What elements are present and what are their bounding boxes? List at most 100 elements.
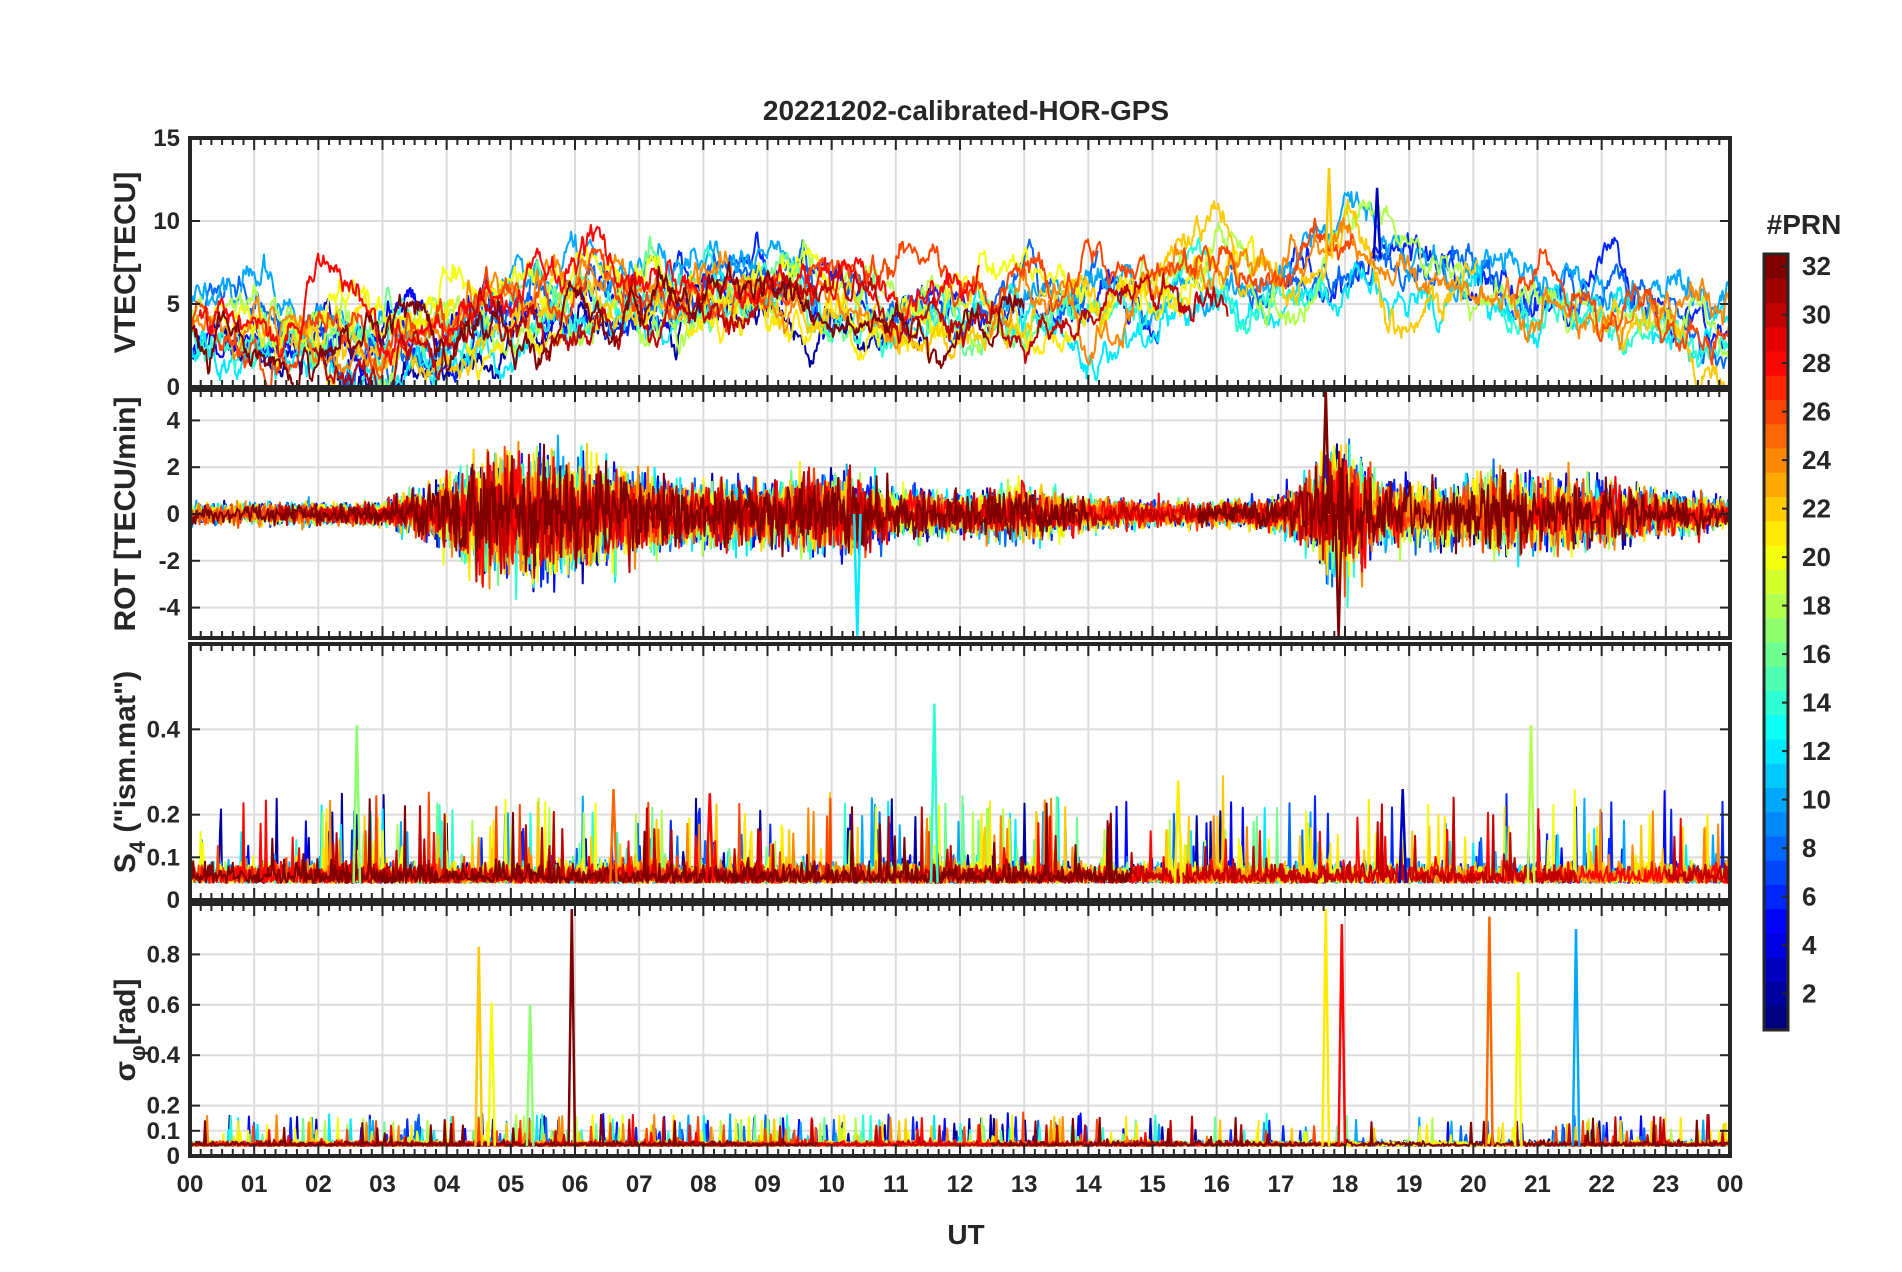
vtec-series-prn24	[988, 217, 1730, 366]
colorbar-swatch	[1764, 908, 1788, 934]
x-tick-label: 00	[177, 1171, 204, 1198]
colorbar-tick-label: 6	[1802, 882, 1816, 912]
s4-y-tick-label: 0.4	[147, 716, 181, 743]
sigphi-peak-3	[567, 908, 577, 1146]
vtec-series-prn12	[912, 261, 1730, 382]
s4-peak-1	[929, 703, 939, 883]
rot-y-tick-label: 0	[167, 501, 180, 528]
colorbar-tick-label: 2	[1802, 979, 1816, 1009]
chart-title: 20221202-calibrated-HOR-GPS	[763, 95, 1169, 126]
sigphi-y-tick-label: 0.2	[147, 1093, 180, 1120]
colorbar-tick-label: 16	[1802, 639, 1831, 669]
sigphi-y-tick-label: 0.8	[147, 941, 180, 968]
colorbar-tick-label: 14	[1802, 688, 1831, 718]
colorbar-tick-label: 26	[1802, 397, 1831, 427]
x-tick-label: 08	[690, 1171, 717, 1198]
x-tick-label: 09	[754, 1171, 781, 1198]
rot-y-axis-label: ROT [TECU/min]	[109, 397, 142, 632]
sigphi-peak-7	[1513, 971, 1523, 1146]
rot-traces	[190, 390, 1730, 638]
s4-peak-0	[352, 725, 362, 883]
x-tick-label: 21	[1524, 1171, 1551, 1198]
colorbar-swatch	[1764, 472, 1788, 497]
colorbar-tick-label: 28	[1802, 348, 1831, 378]
sigphi-y-axis-label: σφ[rad]	[109, 979, 150, 1082]
rot-peak-0	[1321, 390, 1331, 515]
sigphi-peak-5	[1337, 924, 1347, 1146]
rot-y-tick-label: -2	[159, 548, 180, 575]
x-tick-label: 15	[1139, 1171, 1166, 1198]
vtec-series-prn24	[190, 250, 912, 375]
x-tick-label: 05	[497, 1171, 524, 1198]
sigphi-peak-8	[1571, 929, 1581, 1146]
colorbar-swatch	[1764, 375, 1788, 400]
vtec-series-prn32	[190, 261, 1025, 387]
sigphi-peak-4	[1321, 908, 1331, 1146]
colorbar-tick-label: 8	[1802, 833, 1816, 863]
x-tick-label: 01	[241, 1171, 268, 1198]
rot-y-tick-label: -4	[159, 595, 181, 622]
sigphi-traces	[190, 908, 1730, 1147]
vtec-series-prn22	[289, 198, 1479, 387]
vtec-series-prn14	[1495, 291, 1730, 368]
colorbar-tick-label: 20	[1802, 542, 1831, 572]
sigphi-series-prn32	[190, 1113, 818, 1147]
colorbar-tick-label: 12	[1802, 736, 1831, 766]
colorbar-swatch	[1764, 763, 1788, 788]
vtec-y-axis-label: VTEC[TECU]	[109, 172, 142, 354]
x-tick-label: 13	[1011, 1171, 1038, 1198]
sigphi-peak-1	[487, 1002, 497, 1146]
colorbar-tick-label: 18	[1802, 591, 1831, 621]
s4-peak-6	[1398, 789, 1408, 883]
s4-y-axis-label: S4 ("ism.mat")	[109, 671, 150, 873]
colorbar-label: #PRN	[1767, 209, 1842, 240]
vtec-peak-0	[1324, 167, 1334, 259]
s4-traces	[190, 703, 1730, 884]
rot-peak-1	[1334, 513, 1344, 638]
rot-y-tick-label: 4	[167, 407, 181, 434]
colorbar-swatch	[1764, 278, 1788, 303]
x-tick-label: 18	[1332, 1171, 1359, 1198]
rot-peak-2	[852, 513, 862, 636]
colorbar-swatch	[1764, 860, 1788, 885]
vtec-series-prn26	[1514, 248, 1730, 366]
x-tick-label: 22	[1588, 1171, 1615, 1198]
vtec-series-prn28	[198, 223, 981, 366]
colorbar-swatch	[1764, 714, 1788, 740]
sigphi-y-tick-label: 0.6	[147, 992, 180, 1019]
s4-series-prn30	[1664, 835, 1730, 884]
s4-peak-3	[609, 789, 618, 883]
colorbar-swatch	[1764, 811, 1788, 837]
colorbar-swatch	[1764, 569, 1788, 594]
x-tick-label: 00	[1717, 1171, 1744, 1198]
colorbar-swatch	[1764, 666, 1788, 691]
s4-y-tick-label: 0.1	[147, 844, 180, 871]
x-tick-label: 16	[1203, 1171, 1230, 1198]
x-tick-label: 17	[1267, 1171, 1294, 1198]
colorbar-swatch	[1764, 617, 1788, 643]
x-tick-label: 10	[818, 1171, 845, 1198]
colorbar-swatch	[1764, 957, 1788, 982]
colorbar-swatch	[1764, 423, 1788, 449]
x-tick-label: 20	[1460, 1171, 1487, 1198]
vtec-y-tick-label: 10	[153, 208, 180, 235]
sigphi-peak-0	[474, 946, 484, 1146]
colorbar-frame	[1762, 252, 1790, 1032]
s4-peak-2	[1526, 725, 1536, 883]
vtec-y-tick-label: 0	[167, 374, 180, 401]
sigphi-y-tick-label: 0	[167, 1143, 180, 1170]
sigphi-y-tick-label: 0.4	[147, 1042, 181, 1069]
rot-y-tick-label: 2	[167, 454, 180, 481]
colorbar-tick-label: 22	[1802, 494, 1831, 524]
s4-y-tick-label: 0.2	[147, 802, 180, 829]
x-tick-label: 11	[883, 1171, 908, 1198]
vtec-peak-1	[1372, 187, 1382, 259]
x-tick-label: 19	[1396, 1171, 1423, 1198]
x-tick-label: 14	[1075, 1171, 1102, 1198]
colorbar-tick-label: 4	[1802, 930, 1817, 960]
x-tick-label: 02	[305, 1171, 332, 1198]
x-tick-label: 04	[433, 1171, 460, 1198]
colorbar-tick-label: 32	[1802, 251, 1831, 281]
colorbar-swatch	[1764, 326, 1788, 352]
